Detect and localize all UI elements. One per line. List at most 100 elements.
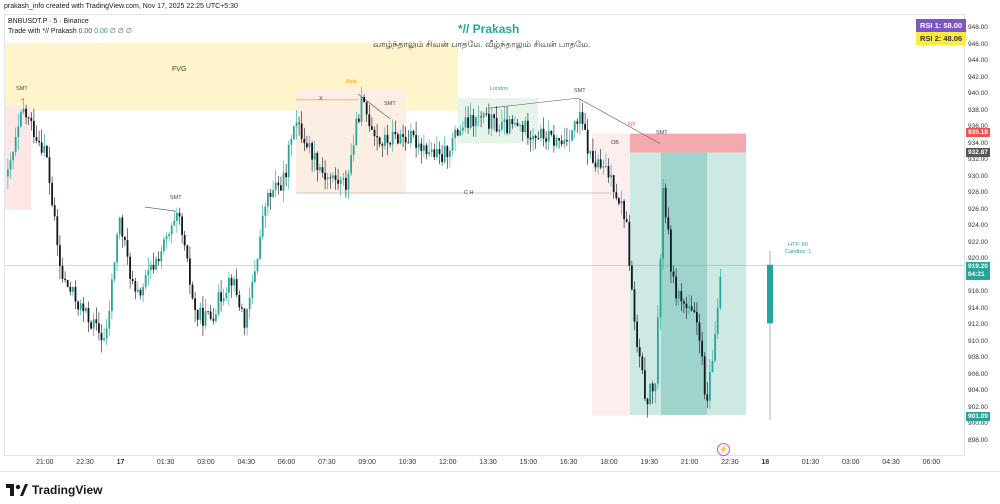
- candle-body: [404, 136, 407, 143]
- footer: TradingView: [0, 471, 1000, 504]
- watermark-title: *// Prakash: [458, 22, 520, 36]
- candle-body: [683, 301, 685, 304]
- candle-body: [272, 190, 274, 197]
- price-tick: 946.00: [968, 40, 988, 48]
- candle-body: [394, 132, 397, 135]
- candle-body: [66, 280, 69, 287]
- symbol-line[interactable]: BNBUSDT.P · 5 · Binance: [8, 18, 89, 25]
- tradingview-logo[interactable]: TradingView: [6, 483, 102, 497]
- stop-zone: [630, 133, 746, 153]
- candle-body: [264, 206, 267, 216]
- candle-body: [459, 130, 462, 136]
- candle-body: [534, 135, 537, 138]
- candle-body: [719, 276, 722, 308]
- candle-body: [30, 117, 33, 121]
- price-tick: 916.00: [968, 288, 988, 295]
- candle-body: [316, 153, 319, 171]
- candle-body: [61, 265, 64, 279]
- candle-body: [553, 134, 555, 146]
- candle-body: [605, 166, 607, 167]
- candle-body: [259, 236, 261, 259]
- time-tick: 01:30: [156, 459, 175, 466]
- candle-body: [17, 126, 20, 138]
- alert-icon[interactable]: ⚡: [717, 443, 730, 456]
- candle-body: [202, 307, 204, 326]
- candle-body: [568, 140, 571, 142]
- candle-body: [407, 142, 410, 144]
- candle-body: [95, 319, 98, 324]
- price-tick: 898.00: [968, 436, 988, 444]
- candle-body: [56, 216, 59, 246]
- candle-body: [410, 130, 412, 143]
- smt-label-1: SMT: [16, 86, 28, 92]
- candle-body: [79, 303, 82, 310]
- candle-body: [228, 277, 230, 293]
- price-tick: 936.00: [968, 123, 988, 130]
- candle-body: [324, 172, 326, 180]
- candle-body: [612, 175, 615, 193]
- smt-label-4: SMT: [574, 88, 586, 94]
- candle-body: [176, 212, 178, 221]
- candle-body: [672, 271, 675, 277]
- candle-body: [488, 113, 490, 129]
- candle-body: [358, 118, 360, 122]
- candle-body: [662, 187, 664, 259]
- candle-body: [43, 145, 46, 153]
- candle-body: [77, 301, 79, 310]
- candle-body: [74, 287, 77, 302]
- candle-body: [46, 145, 48, 158]
- asia-label: Asia: [346, 79, 357, 85]
- candle-body: [703, 356, 706, 395]
- candle-body: [290, 138, 293, 145]
- candle-body: [155, 258, 157, 270]
- time-tick: 15:00: [519, 459, 538, 466]
- credit-line: prakash_info created with TradingView.co…: [4, 3, 238, 10]
- candle-body: [636, 321, 638, 347]
- time-tick: 21:00: [680, 459, 699, 466]
- price-tick: 910.00: [968, 337, 988, 345]
- candle-body: [716, 307, 719, 334]
- candle-body: [524, 120, 527, 133]
- price-tick: 940.00: [968, 90, 988, 97]
- htf-candle-body: [767, 264, 773, 324]
- candle-body: [178, 212, 181, 217]
- candle-body: [183, 234, 186, 246]
- indicator-line[interactable]: Trade with *// Prakash 0.00 0.00 ∅ ∅ ∅: [8, 27, 132, 37]
- candle-body: [454, 129, 456, 139]
- time-tick: 16:30: [559, 459, 578, 466]
- time-tick: 01:30: [801, 459, 820, 466]
- chart-legend: BNBUSDT.P · 5 · Binance Trade with *// P…: [8, 17, 132, 36]
- candle-body: [108, 311, 111, 329]
- candle-body: [87, 307, 90, 323]
- candle-body: [670, 229, 672, 272]
- smt-label-2: SMT: [170, 195, 182, 201]
- candle-body: [514, 122, 516, 125]
- price-tick: 932.00: [968, 156, 988, 163]
- candle-body: [610, 175, 612, 178]
- candle-body: [157, 258, 160, 262]
- candle-body: [69, 286, 72, 292]
- candle-body: [126, 240, 129, 257]
- time-tick: 09:00: [358, 459, 376, 466]
- candle-body: [347, 173, 350, 190]
- candle-body: [706, 394, 709, 401]
- candle-body: [222, 298, 225, 302]
- indicator-value-2: 0.00: [94, 27, 108, 35]
- candle-body: [72, 287, 74, 292]
- candle-body: [160, 251, 163, 262]
- candle-body: [428, 152, 430, 155]
- candle-body: [633, 289, 636, 322]
- candle-body: [456, 129, 459, 136]
- smt-line-4: [489, 97, 579, 109]
- candle-body: [597, 159, 599, 168]
- candle-body: [51, 182, 53, 206]
- watermark-subtitle: வாழ்ந்தாலும் சிவன் பாதமே. வீழ்ந்தாலும் ச…: [373, 39, 591, 49]
- candle-body: [235, 279, 238, 295]
- candle-body: [342, 178, 345, 180]
- candle-body: [248, 298, 251, 310]
- candle-body: [256, 258, 259, 272]
- candle-body: [391, 132, 394, 145]
- time-tick: 12:00: [439, 459, 457, 466]
- candle-body: [308, 143, 311, 148]
